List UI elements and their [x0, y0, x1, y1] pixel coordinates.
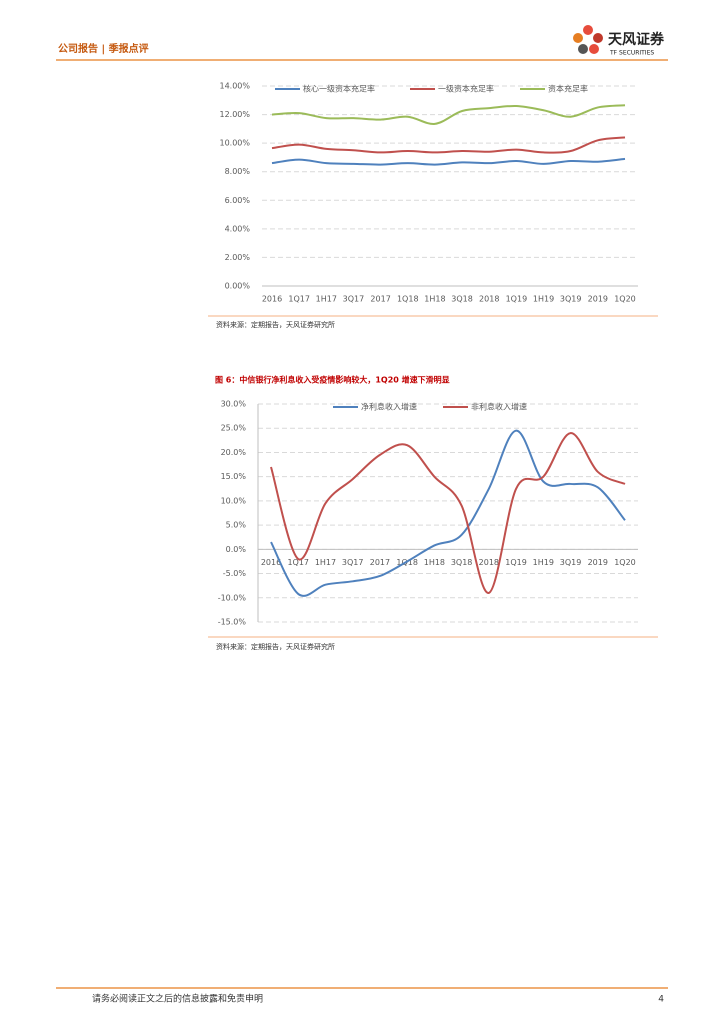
y-tick-label: -10.0%	[218, 593, 247, 602]
y-tick-label: 2.00%	[225, 253, 251, 262]
y-tick-label: 10.0%	[221, 496, 247, 505]
x-tick-label: 1H19	[533, 295, 554, 304]
legend-label: 非利息收入增速	[471, 402, 527, 412]
page-number: 4	[658, 995, 664, 1005]
y-tick-label: 0.0%	[226, 545, 247, 554]
legend-label: 核心一级资本充足率	[303, 84, 375, 94]
x-tick-label: 1H17	[315, 558, 336, 567]
y-tick-label: 0.00%	[225, 282, 251, 291]
y-tick-label: 20.0%	[221, 448, 247, 457]
chart-title: 图 6：中信银行净利息收入受疫情影响较大，1Q20 增速下滑明显	[215, 375, 450, 385]
x-tick-label: 3Q18	[451, 295, 473, 304]
series-line	[271, 104, 626, 125]
y-tick-label: 8.00%	[225, 167, 251, 176]
y-tick-label: 14.00%	[219, 82, 250, 91]
footer-text: 请务必阅读正文之后的信息披露和免责申明	[92, 993, 263, 1005]
x-tick-label: 1H19	[533, 558, 554, 567]
x-tick-label: 2016	[261, 558, 281, 567]
legend-label: 资本充足率	[548, 84, 588, 94]
logo-text: 天风证券	[608, 31, 665, 48]
x-tick-label: 3Q19	[560, 558, 582, 567]
y-tick-label: -5.0%	[223, 569, 247, 578]
x-tick-label: 1Q19	[506, 295, 528, 304]
y-tick-label: 10.00%	[219, 139, 250, 148]
series-line	[270, 432, 626, 594]
legend-label: 一级资本充足率	[438, 84, 494, 94]
x-tick-label: 1Q17	[287, 558, 309, 567]
x-tick-label: 3Q17	[343, 295, 365, 304]
x-tick-label: 2019	[588, 295, 608, 304]
series-line	[270, 429, 626, 597]
logo-sub: TF SECURITIES	[609, 50, 654, 57]
x-tick-label: 1Q18	[397, 295, 419, 304]
x-tick-label: 3Q19	[560, 295, 582, 304]
source: 资料来源：定期报告，天风证券研究所	[216, 320, 335, 329]
series-line	[271, 136, 626, 154]
y-tick-label: 25.0%	[221, 424, 247, 433]
x-tick-label: 3Q18	[451, 558, 473, 567]
x-tick-label: 1Q20	[614, 558, 636, 567]
x-tick-label: 2016	[262, 295, 282, 304]
y-tick-label: 6.00%	[225, 196, 251, 205]
y-tick-label: 15.0%	[221, 472, 247, 481]
x-tick-label: 2017	[370, 558, 390, 567]
legend-label: 净利息收入增速	[361, 402, 417, 412]
x-tick-label: 1Q19	[505, 558, 527, 567]
series-line	[271, 157, 626, 166]
x-tick-label: 1Q20	[614, 295, 636, 304]
x-tick-label: 2018	[479, 558, 499, 567]
x-tick-label: 1H18	[424, 558, 445, 567]
header-left: 公司报告 | 季报点评	[58, 42, 149, 55]
y-tick-label: 4.00%	[225, 224, 251, 233]
y-tick-label: 30.0%	[221, 400, 247, 409]
x-tick-label: 1Q17	[288, 295, 310, 304]
x-tick-label: 2017	[370, 295, 390, 304]
x-tick-label: 1H17	[316, 295, 337, 304]
x-tick-label: 2018	[479, 295, 499, 304]
x-tick-label: 1H18	[424, 295, 445, 304]
logo-icon	[573, 25, 603, 54]
y-tick-label: -15.0%	[218, 618, 247, 627]
y-tick-label: 5.0%	[226, 521, 247, 530]
x-tick-label: 2019	[588, 558, 608, 567]
y-tick-label: 12.00%	[219, 110, 250, 119]
source: 资料来源：定期报告，天风证券研究所	[216, 642, 335, 651]
x-tick-label: 3Q17	[342, 558, 364, 567]
